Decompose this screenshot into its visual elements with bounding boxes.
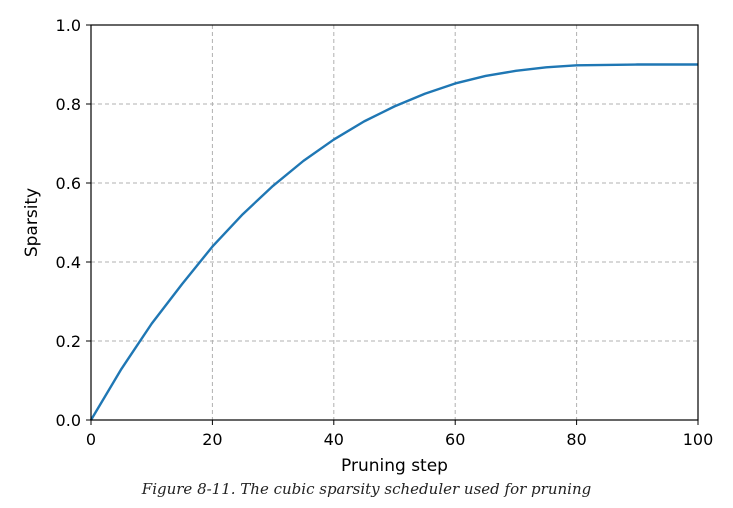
y-tick-label: 0.8 xyxy=(56,95,81,114)
x-axis-label: Pruning step xyxy=(341,456,448,476)
y-axis-label: Sparsity xyxy=(22,188,42,257)
figure-caption: Figure 8-11. The cubic sparsity schedule… xyxy=(141,480,592,498)
sparsity-line xyxy=(89,63,698,421)
plot-frame xyxy=(90,24,699,421)
y-tick-label: 0.4 xyxy=(56,253,81,272)
y-tick-label: 1.0 xyxy=(56,16,81,35)
x-tick-label: 0 xyxy=(86,430,96,449)
series-layer xyxy=(89,63,698,421)
x-tick-label: 80 xyxy=(566,430,586,449)
y-tick-label: 0.0 xyxy=(56,411,81,430)
x-tick-label: 60 xyxy=(445,430,465,449)
sparsity-chart: 0 20 40 60 80 100 0.0 0.2 0.4 0.6 0.8 1.0 Pruning s… xyxy=(22,16,714,476)
x-tick-label: 20 xyxy=(202,430,222,449)
y-tick-label: 0.2 xyxy=(56,332,81,351)
grid-lines xyxy=(91,25,698,420)
x-tick-label: 100 xyxy=(683,430,714,449)
ticks-layer: 0 20 40 60 80 100 0.0 0.2 0.4 0.6 0.8 1.0 xyxy=(56,16,714,449)
y-tick-label: 0.6 xyxy=(56,174,81,193)
x-tick-label: 40 xyxy=(324,430,344,449)
